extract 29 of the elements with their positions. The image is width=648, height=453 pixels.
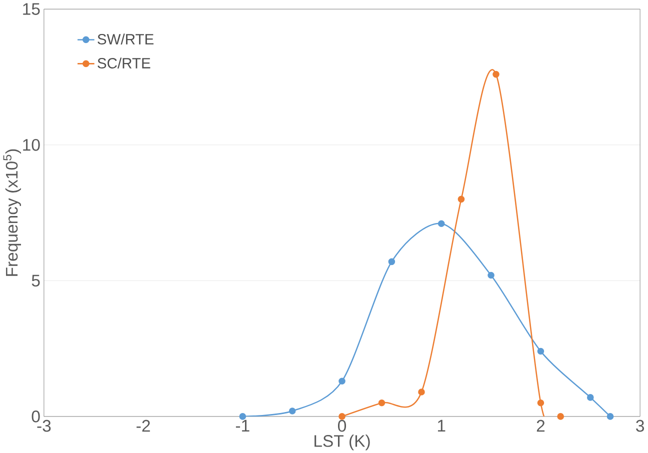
y-tick-label: 5 — [32, 274, 40, 286]
legend-label: SW/RTE — [98, 33, 154, 44]
point — [438, 220, 445, 227]
point — [338, 378, 346, 384]
point — [606, 412, 614, 420]
legend-label: SC/RTE — [98, 57, 150, 68]
point — [488, 272, 494, 278]
point — [239, 412, 246, 420]
point — [378, 399, 386, 406]
point — [537, 399, 544, 406]
x-axis-title: LST (K) — [314, 434, 370, 450]
point — [492, 70, 500, 78]
point — [338, 412, 346, 420]
point — [288, 407, 296, 414]
x-tick-label: 1 — [438, 420, 446, 432]
x-tick-label: -1 — [236, 420, 250, 432]
point — [418, 388, 425, 396]
point — [388, 258, 396, 265]
y-tick-label: 15 — [23, 3, 40, 15]
point — [586, 394, 594, 401]
y-axis-title: Frequency (x10$^{5}$) — [3, 149, 21, 276]
x-tick-label: 0 — [338, 420, 346, 432]
point — [537, 348, 544, 354]
point — [557, 412, 564, 420]
y-tick-label: 10 — [23, 138, 40, 151]
x-tick-label: 3 — [636, 420, 644, 432]
x-tick-label: 2 — [536, 420, 545, 432]
x-tick-label: -2 — [136, 420, 150, 432]
point — [458, 196, 465, 202]
